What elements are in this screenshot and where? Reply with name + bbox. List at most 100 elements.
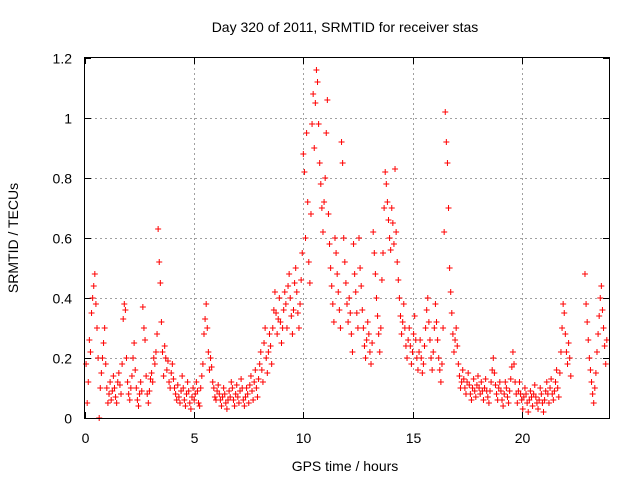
data-point (245, 400, 252, 406)
data-point (434, 337, 441, 343)
data-point (350, 241, 357, 247)
data-point (91, 271, 98, 277)
data-point (102, 361, 109, 367)
data-point (171, 385, 178, 391)
data-point (137, 379, 144, 385)
data-point (149, 379, 156, 385)
data-point (256, 361, 263, 367)
data-point (417, 337, 424, 343)
data-point (362, 355, 369, 361)
data-point (563, 349, 570, 355)
data-point (567, 373, 574, 379)
data-point (357, 265, 364, 271)
data-point (202, 316, 209, 322)
data-point (88, 310, 95, 316)
data-point (161, 343, 168, 349)
data-point (595, 331, 602, 337)
data-point (172, 391, 179, 397)
data-point (211, 394, 218, 400)
data-point (444, 160, 451, 166)
data-point (393, 229, 400, 235)
data-point (407, 343, 414, 349)
data-point (523, 391, 530, 397)
data-point (164, 358, 171, 364)
data-point (227, 394, 234, 400)
y-tick-label: 0.2 (53, 351, 73, 367)
data-point (269, 325, 276, 331)
data-point (238, 376, 245, 382)
data-point (583, 301, 590, 307)
data-point (491, 370, 498, 376)
data-point (374, 313, 381, 319)
x-tick-label: 0 (82, 430, 90, 446)
data-point (432, 301, 439, 307)
data-point (266, 331, 273, 337)
data-point (398, 331, 405, 337)
data-point (360, 325, 367, 331)
data-point (488, 379, 495, 385)
data-point (404, 355, 411, 361)
data-point (364, 319, 371, 325)
y-tick-labels: 0 0.2 0.4 0.6 0.8 1 1.2 (53, 51, 73, 427)
data-point (497, 388, 504, 394)
data-point (507, 376, 514, 382)
data-point (372, 271, 379, 277)
x-tick-label: 15 (406, 430, 422, 446)
data-point (339, 160, 346, 166)
data-point (145, 400, 152, 406)
data-point (196, 403, 203, 409)
data-point (267, 343, 274, 349)
data-point (258, 367, 265, 373)
data-point (216, 391, 223, 397)
data-point (226, 388, 233, 394)
data-point (596, 313, 603, 319)
data-point (586, 355, 593, 361)
data-point (389, 220, 396, 226)
data-point (511, 361, 518, 367)
data-point (160, 373, 167, 379)
data-point (521, 385, 528, 391)
data-point (375, 331, 382, 337)
data-point (181, 397, 188, 403)
data-point (221, 391, 228, 397)
data-point (112, 394, 119, 400)
y-tick-label: 0 (64, 411, 72, 427)
data-point (285, 283, 292, 289)
data-point (262, 325, 269, 331)
data-point (561, 310, 568, 316)
data-point (335, 289, 342, 295)
data-point (125, 391, 132, 397)
data-point (603, 337, 610, 343)
data-point (424, 295, 431, 301)
data-point (527, 388, 534, 394)
data-point (592, 370, 599, 376)
data-point (103, 385, 110, 391)
data-point (359, 307, 366, 313)
data-point (150, 355, 157, 361)
data-point (111, 385, 118, 391)
data-point (215, 382, 222, 388)
data-point (314, 79, 321, 85)
data-point (484, 394, 491, 400)
data-point (323, 130, 330, 136)
data-point (152, 349, 159, 355)
data-point (545, 400, 552, 406)
data-point (438, 361, 445, 367)
data-point (410, 331, 417, 337)
data-point (299, 250, 306, 256)
x-tick-label: 10 (296, 430, 312, 446)
data-point (84, 400, 91, 406)
data-point (142, 337, 149, 343)
data-point (289, 331, 296, 337)
data-point (157, 280, 164, 286)
data-point (536, 397, 543, 403)
data-point (230, 397, 237, 403)
data-point (234, 394, 241, 400)
data-point (366, 349, 373, 355)
data-point (492, 382, 499, 388)
data-point (519, 406, 526, 412)
data-point (130, 355, 137, 361)
data-point (447, 289, 454, 295)
data-point (554, 385, 561, 391)
